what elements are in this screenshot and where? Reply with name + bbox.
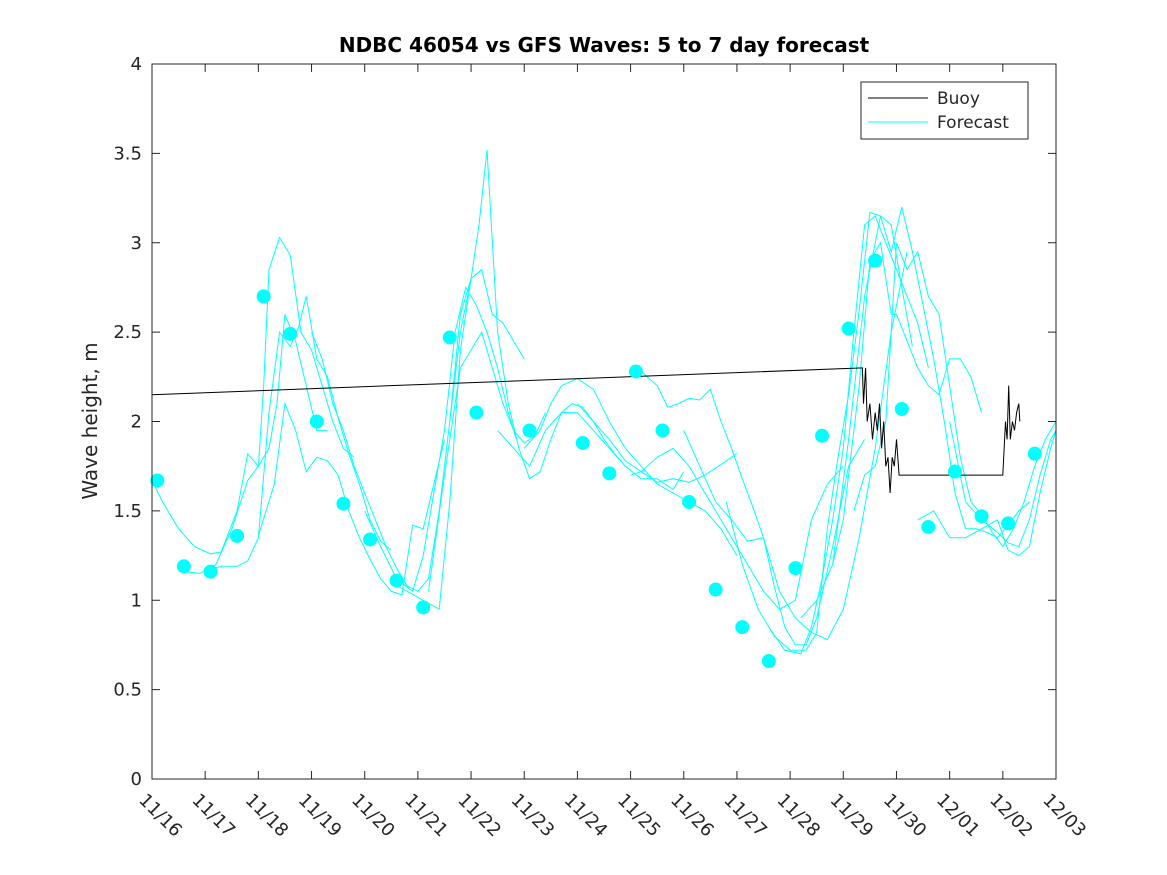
buoy-line: [151, 367, 1021, 494]
y-axis-label: Wave height, m: [78, 342, 102, 499]
forecast-line: [949, 421, 1057, 548]
forecast-point: [363, 532, 378, 547]
forecast-line: [449, 149, 626, 480]
y-tick-label: 4: [131, 54, 142, 75]
forecast-point: [230, 528, 245, 543]
y-axis: 0 0.5 1 1.5 2 2.5 3 3.5 4: [113, 54, 1056, 790]
forecast-point: [735, 620, 750, 635]
forecast-point: [522, 423, 537, 438]
plot-markers: [150, 253, 1042, 669]
forecast-line: [523, 378, 738, 556]
forecast-point: [815, 428, 830, 443]
forecast-point: [841, 321, 856, 336]
forecast-point: [309, 414, 324, 429]
forecast-point: [442, 330, 457, 345]
forecast-line: [257, 401, 445, 596]
forecast-line: [183, 236, 355, 574]
y-tick-label: 1.5: [113, 501, 142, 522]
forecast-line: [205, 296, 392, 573]
forecast-point: [868, 253, 883, 268]
forecast-line: [428, 330, 546, 592]
legend-box: [860, 81, 1029, 140]
forecast-point: [283, 326, 298, 341]
y-tick-label: 3: [131, 233, 142, 254]
forecast-line: [832, 206, 1030, 565]
y-tick-label: 1: [131, 590, 142, 611]
legend: Buoy Forecast: [860, 81, 1029, 140]
forecast-point: [708, 582, 723, 597]
forecast-line: [800, 241, 983, 619]
forecast-point: [150, 473, 165, 488]
y-tick-label: 0: [131, 769, 142, 790]
chart-title: NDBC 46054 vs GFS Waves: 5 to 7 day fore…: [339, 33, 870, 57]
forecast-point: [256, 289, 271, 304]
forecast-point: [628, 364, 643, 379]
forecast-point: [974, 509, 989, 524]
forecast-point: [947, 464, 962, 479]
y-tick-label: 2: [131, 412, 142, 433]
forecast-line: [497, 412, 685, 491]
forecast-point: [176, 559, 191, 574]
y-tick-label: 0.5: [113, 680, 142, 701]
plot-area: [152, 64, 1056, 779]
forecast-point: [1027, 446, 1042, 461]
forecast-line: [311, 269, 483, 592]
forecast-point: [655, 423, 670, 438]
y-tick-label: 2.5: [113, 322, 142, 343]
plot-lines: [151, 149, 1057, 655]
forecast-line: [725, 211, 913, 651]
forecast-point: [761, 654, 776, 669]
forecast-point: [788, 561, 803, 576]
forecast-point: [894, 401, 909, 416]
forecast-point: [469, 405, 484, 420]
forecast-line: [577, 403, 738, 483]
forecast-point: [203, 564, 218, 579]
y-tick-label: 3.5: [113, 143, 142, 164]
forecast-point: [575, 435, 590, 450]
forecast-point: [336, 496, 351, 511]
forecast-point: [389, 573, 404, 588]
legend-label-buoy: Buoy: [937, 89, 980, 109]
forecast-point: [602, 466, 617, 481]
forecast-point: [682, 494, 697, 509]
forecast-point: [416, 600, 431, 615]
forecast-line: [683, 251, 908, 641]
forecast-line: [630, 447, 844, 610]
forecast-line: [640, 371, 866, 646]
forecast-line: [917, 430, 1057, 557]
forecast-point: [921, 519, 936, 534]
forecast-point: [1001, 516, 1016, 531]
forecast-line: [391, 268, 525, 611]
forecast-line: [853, 242, 1057, 548]
legend-label-forecast: Forecast: [937, 113, 1009, 133]
